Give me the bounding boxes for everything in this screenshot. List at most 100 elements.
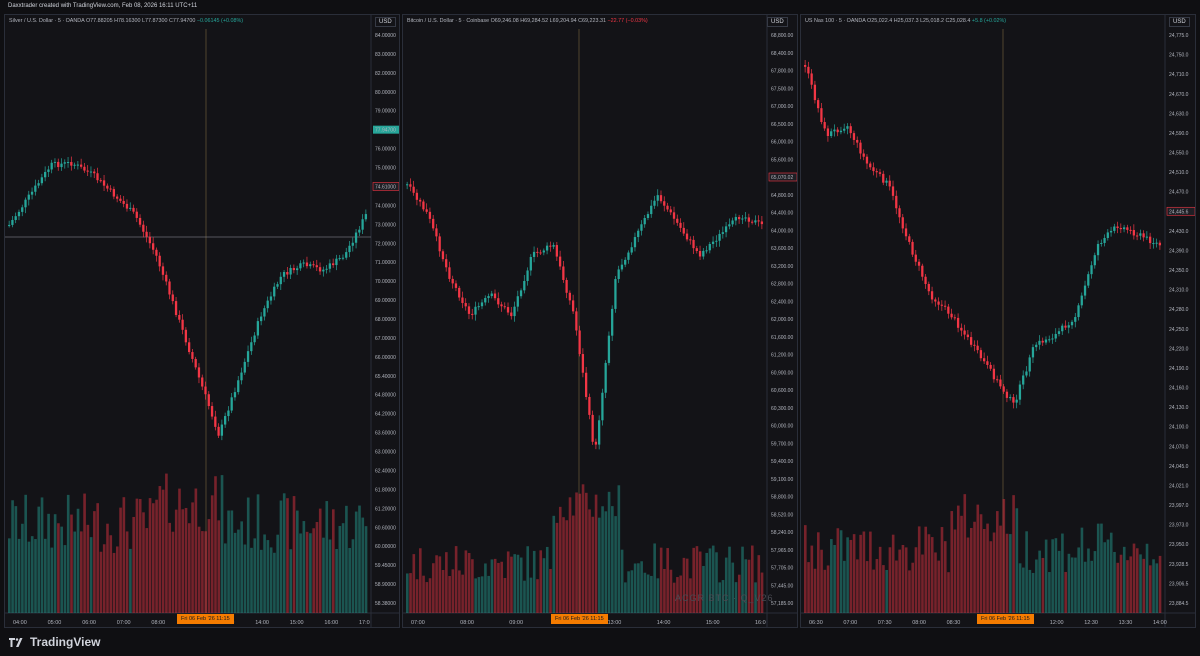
volume-bar	[70, 514, 73, 613]
volume-bar	[630, 570, 634, 613]
volume-bar	[201, 531, 204, 613]
nasdaq-chart-canvas[interactable]: 24,775.0 24,750.0 24,710.0 24,670.0 24,630.0…	[801, 15, 1196, 628]
candle-body	[1135, 235, 1139, 237]
chart-panel-nasdaq[interactable]: 24,775.0 24,750.0 24,710.0 24,670.0 24,630.0…	[800, 14, 1196, 628]
volume-bar	[882, 565, 885, 613]
volume-bar	[1080, 527, 1084, 613]
price-tick-label: 67,500.00	[771, 86, 793, 92]
price-tick-label: 24,710.0	[1169, 72, 1189, 78]
volume-bar	[875, 559, 879, 613]
candle-body	[233, 392, 237, 398]
volume-bar	[328, 539, 332, 613]
price-tick-label: 63.00000	[375, 450, 396, 456]
price-tick-label: 62,800.00	[771, 282, 793, 288]
time-tick-label: 14:00	[1153, 620, 1167, 626]
price-tick-label: 24,670.0	[1169, 92, 1189, 98]
candle-body	[129, 207, 132, 209]
tradingview-brand[interactable]: TradingView	[8, 635, 100, 649]
volume-bar	[53, 514, 57, 613]
candle-body	[983, 358, 986, 362]
volume-bar	[804, 525, 807, 613]
volume-bar	[106, 523, 109, 613]
volume-bar	[558, 506, 562, 613]
currency-button[interactable]: USD	[1169, 17, 1190, 27]
candle-body	[214, 416, 217, 427]
volume-bar	[659, 547, 663, 613]
price-tick-label: 60.60000	[375, 525, 396, 531]
price-tick-label: 64,000.00	[771, 228, 793, 234]
volume-bar	[191, 502, 194, 613]
volume-bar	[917, 526, 921, 613]
candle-body	[523, 280, 526, 291]
candle-body	[243, 361, 246, 373]
candle-body	[849, 126, 852, 134]
volume-bar	[332, 509, 335, 613]
candle-body	[966, 334, 970, 338]
candle-body	[155, 249, 158, 256]
candle-body	[425, 209, 428, 212]
candle-body	[299, 263, 302, 269]
time-tick-label: 09:00	[509, 620, 523, 626]
volume-bar	[585, 492, 588, 613]
candle-body	[1093, 255, 1096, 266]
volume-bar	[728, 546, 731, 613]
candle-body	[345, 252, 348, 258]
price-tick-label: 67,800.00	[771, 69, 793, 75]
candle-body	[11, 219, 14, 225]
volume-bar	[57, 523, 60, 613]
time-tick-label: 08:00	[151, 620, 165, 626]
chart-panel-bitcoin[interactable]: 68,800.00 68,400.00 67,800.00 67,500.00 67,0…	[402, 14, 798, 628]
currency-button[interactable]: USD	[375, 17, 396, 27]
volume-bar	[859, 534, 862, 613]
candle-body	[63, 162, 66, 164]
price-tick-label: 24,390.0	[1169, 248, 1189, 254]
volume-bar	[878, 546, 882, 613]
volume-bar	[862, 531, 866, 613]
candle-body	[125, 203, 129, 209]
volume-bar	[901, 545, 905, 613]
candle-body	[898, 208, 901, 218]
volume-bar	[927, 534, 931, 613]
candle-body	[102, 180, 106, 186]
bitcoin-chart-canvas[interactable]: 68,800.00 68,400.00 67,800.00 67,500.00 67,0…	[403, 15, 798, 628]
candle-body	[1119, 227, 1122, 230]
volume-bar	[1005, 533, 1009, 613]
change-value: −0.06145 (+0.08%)	[196, 18, 244, 24]
currency-button[interactable]: USD	[767, 17, 788, 27]
volume-bar	[96, 503, 99, 613]
volume-bar	[454, 546, 458, 613]
candle-body	[292, 267, 296, 271]
volume-bar	[813, 568, 817, 613]
candle-body	[1022, 375, 1025, 385]
price-tick-label: 57,705.00	[771, 566, 793, 572]
chart-panel-silver[interactable]: 84.00000 83.00000 82.00000 80.00000 79.00000…	[4, 14, 400, 628]
volume-bar	[943, 541, 947, 613]
volume-bar	[676, 577, 679, 613]
volume-bar	[204, 531, 207, 613]
candle-body	[445, 259, 448, 268]
candle-body	[539, 252, 542, 254]
candle-body	[246, 351, 250, 362]
candle-body	[27, 194, 30, 200]
candle-body	[882, 173, 885, 183]
candle-body	[322, 269, 325, 272]
price-tick-label: 62,000.00	[771, 317, 793, 323]
volume-bar	[325, 501, 329, 613]
candle-body	[741, 218, 744, 220]
candle-body	[1083, 285, 1087, 296]
candle-body	[685, 233, 689, 240]
silver-chart-canvas[interactable]: 84.00000 83.00000 82.00000 80.00000 79.00000…	[5, 15, 400, 628]
last-price-badge	[373, 125, 399, 134]
candle-body	[598, 420, 601, 445]
candle-body	[659, 195, 663, 202]
price-tick-label: 60,000.00	[771, 424, 793, 430]
candle-body	[1015, 399, 1018, 403]
candle-body	[174, 301, 178, 316]
candle-body	[282, 271, 286, 277]
candle-body	[263, 308, 266, 317]
price-tick-label: 24,100.0	[1169, 425, 1189, 431]
candle-body	[1064, 325, 1067, 328]
time-tick-label: 06:00	[82, 620, 96, 626]
volume-bar	[996, 511, 999, 613]
candle-body	[250, 342, 253, 352]
